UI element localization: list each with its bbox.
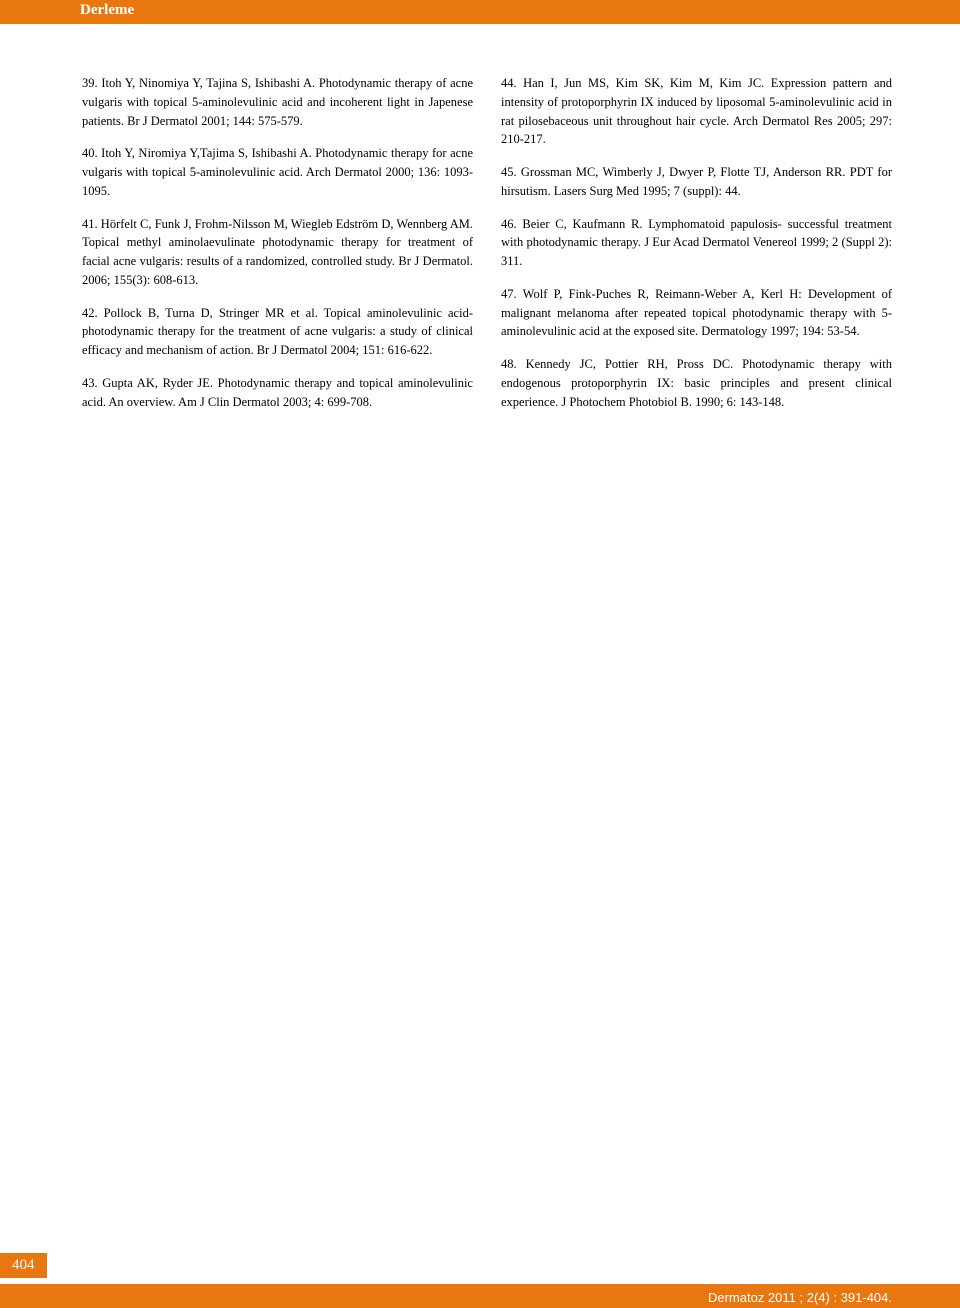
reference-46: 46. Beier C, Kaufmann R. Lymphomatoid pa… bbox=[501, 215, 892, 271]
reference-39: 39. Itoh Y, Ninomiya Y, Tajina S, Ishiba… bbox=[82, 74, 473, 130]
reference-48: 48. Kennedy JC, Pottier RH, Pross DC. Ph… bbox=[501, 355, 892, 411]
header-bar: Derleme bbox=[0, 0, 960, 24]
left-column: 39. Itoh Y, Ninomiya Y, Tajina S, Ishiba… bbox=[82, 74, 473, 425]
content-area: 39. Itoh Y, Ninomiya Y, Tajina S, Ishiba… bbox=[0, 24, 960, 425]
footer-citation: Dermatoz 2011 ; 2(4) : 391-404. bbox=[708, 1290, 892, 1305]
right-column: 44. Han I, Jun MS, Kim SK, Kim M, Kim JC… bbox=[501, 74, 892, 425]
page-number: 404 bbox=[0, 1253, 47, 1278]
header-label: Derleme bbox=[80, 2, 134, 19]
reference-40: 40. Itoh Y, Niromiya Y,Tajima S, Ishibas… bbox=[82, 144, 473, 200]
footer-bar: Dermatoz 2011 ; 2(4) : 391-404. bbox=[0, 1284, 960, 1308]
reference-45: 45. Grossman MC, Wimberly J, Dwyer P, Fl… bbox=[501, 163, 892, 201]
reference-41: 41. Hörfelt C, Funk J, Frohm-Nilsson M, … bbox=[82, 215, 473, 290]
reference-44: 44. Han I, Jun MS, Kim SK, Kim M, Kim JC… bbox=[501, 74, 892, 149]
reference-47: 47. Wolf P, Fink-Puches R, Reimann-Weber… bbox=[501, 285, 892, 341]
reference-43: 43. Gupta AK, Ryder JE. Photodynamic the… bbox=[82, 374, 473, 412]
reference-42: 42. Pollock B, Turna D, Stringer MR et a… bbox=[82, 304, 473, 360]
